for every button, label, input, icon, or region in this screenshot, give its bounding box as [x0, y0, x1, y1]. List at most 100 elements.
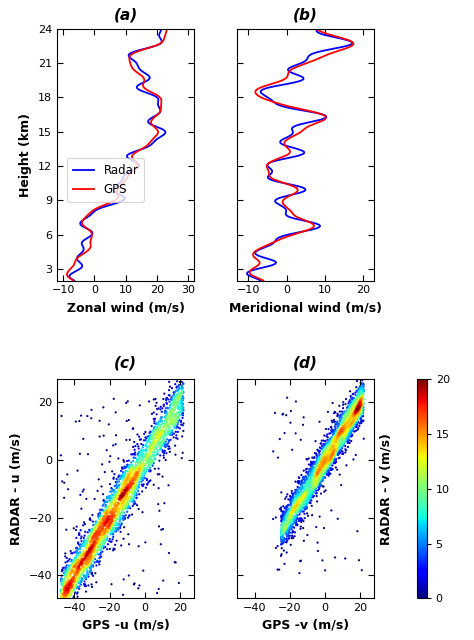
Point: [283, 516, 291, 526]
Point: [311, 476, 319, 486]
Point: [337, 424, 345, 435]
Point: [133, 467, 141, 477]
Point: [80, 562, 88, 572]
Point: [146, 460, 153, 470]
Point: [113, 511, 121, 522]
Point: [146, 440, 154, 451]
Point: [307, 472, 314, 483]
Point: [351, 415, 359, 425]
Point: [283, 527, 290, 538]
Point: [163, 418, 170, 428]
Point: [177, 389, 185, 399]
Point: [154, 424, 161, 434]
Point: [334, 424, 342, 434]
Point: [74, 575, 82, 585]
Point: [100, 513, 108, 524]
Point: [310, 483, 317, 493]
Point: [89, 532, 96, 543]
Point: [284, 500, 292, 510]
Point: [147, 430, 155, 440]
Point: [147, 455, 155, 465]
Point: [298, 513, 305, 524]
Point: [77, 556, 84, 566]
Point: [134, 456, 141, 466]
Point: [296, 490, 303, 500]
Point: [83, 561, 91, 572]
Point: [110, 513, 118, 523]
Point: [117, 474, 124, 484]
Point: [299, 494, 307, 504]
Point: [332, 443, 340, 453]
Point: [150, 455, 157, 465]
Point: [290, 490, 297, 500]
Point: [91, 543, 99, 553]
Point: [321, 455, 329, 465]
Point: [309, 490, 316, 500]
Point: [329, 425, 337, 435]
Point: [359, 416, 367, 426]
Point: [286, 522, 294, 532]
Point: [303, 498, 311, 508]
Point: [300, 496, 308, 506]
Point: [309, 461, 316, 471]
Point: [128, 473, 136, 483]
Point: [276, 504, 284, 514]
Point: [86, 544, 93, 554]
Point: [293, 495, 301, 506]
Point: [128, 486, 135, 497]
Point: [164, 413, 172, 424]
Point: [350, 401, 358, 411]
Point: [75, 559, 82, 569]
Point: [295, 516, 303, 526]
Point: [286, 518, 294, 529]
Point: [59, 605, 67, 616]
Point: [178, 431, 186, 442]
Point: [346, 409, 354, 419]
Point: [337, 415, 345, 425]
Point: [358, 383, 365, 393]
Point: [166, 409, 174, 419]
Point: [320, 454, 328, 465]
Point: [74, 568, 82, 578]
Point: [169, 406, 176, 417]
Point: [168, 412, 176, 422]
Point: [356, 406, 364, 417]
Point: [357, 407, 365, 417]
Point: [112, 505, 119, 515]
Point: [300, 489, 308, 499]
Point: [281, 508, 288, 518]
Point: [87, 543, 95, 553]
Point: [155, 438, 162, 449]
Point: [343, 403, 351, 413]
Point: [348, 394, 356, 404]
Point: [179, 391, 187, 401]
Point: [315, 482, 322, 492]
Point: [132, 470, 140, 480]
Point: [62, 578, 70, 588]
Point: [88, 540, 96, 550]
Point: [283, 522, 290, 532]
Point: [70, 575, 77, 585]
Point: [58, 564, 66, 575]
Point: [356, 399, 364, 409]
Point: [84, 557, 92, 567]
Point: [82, 543, 90, 554]
Point: [69, 560, 77, 570]
Point: [334, 426, 342, 436]
Point: [343, 412, 351, 422]
Point: [316, 481, 324, 492]
Point: [76, 416, 83, 426]
Point: [297, 483, 305, 493]
Point: [89, 547, 97, 557]
Point: [345, 422, 352, 433]
Point: [350, 416, 357, 426]
Point: [326, 443, 333, 453]
Point: [161, 431, 168, 441]
Point: [335, 430, 342, 440]
Point: [67, 580, 75, 591]
Point: [66, 605, 74, 615]
Point: [133, 482, 141, 492]
Point: [142, 440, 149, 450]
Point: [167, 413, 175, 424]
Point: [82, 541, 90, 551]
